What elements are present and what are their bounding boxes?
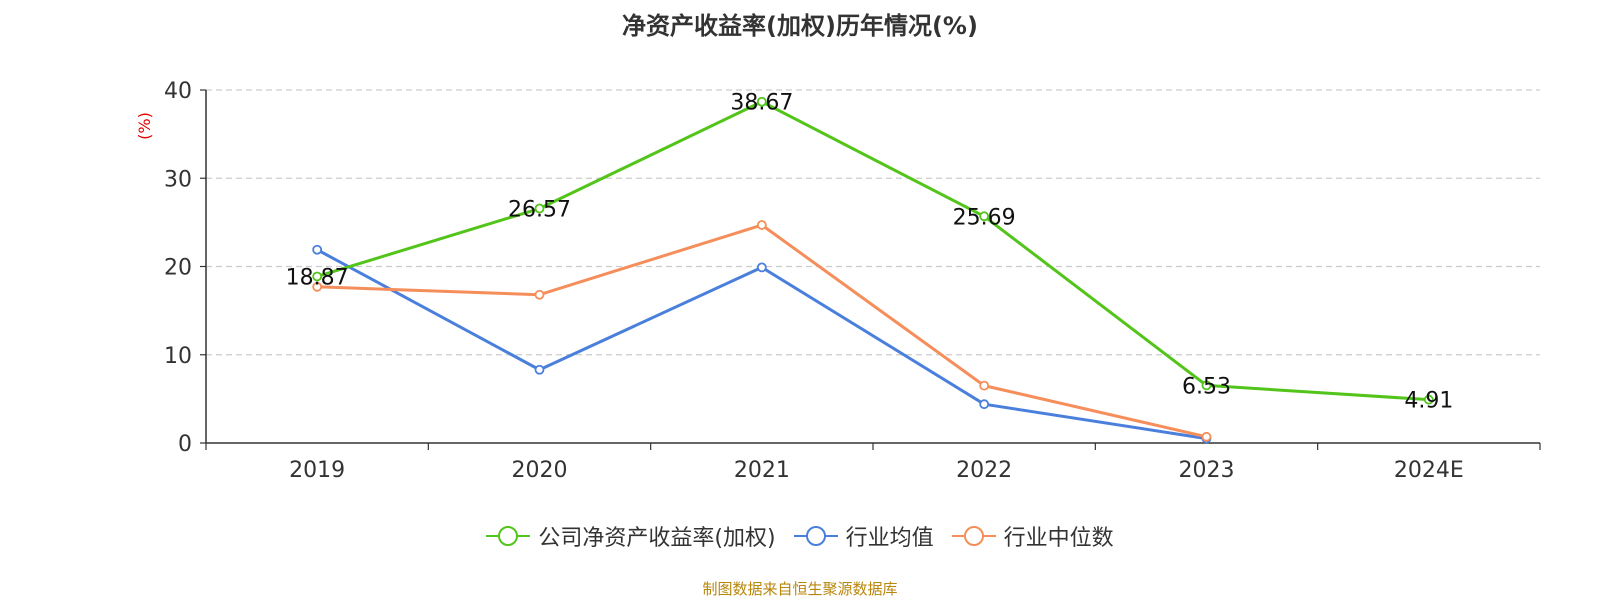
data-point: [756, 96, 767, 107]
data-label: 18.87: [286, 265, 349, 290]
legend: 公司净资产收益率(加权) 行业均值 行业中位数: [0, 520, 1600, 552]
legend-marker-icon: [486, 526, 531, 546]
x-tick-label: 2022: [956, 458, 1012, 483]
data-label: 26.57: [508, 198, 571, 223]
legend-label: 行业均值: [845, 526, 934, 551]
legend-marker-icon: [793, 526, 838, 546]
x-tick-label: 2020: [512, 458, 568, 483]
data-source-note: 制图数据来自恒生聚源数据库: [702, 580, 898, 598]
x-tick-label: 2021: [734, 458, 790, 483]
y-tick-label: 30: [164, 167, 192, 192]
series-line: [316, 100, 1429, 402]
data-point: [1201, 380, 1212, 391]
legend-item-industry-median[interactable]: 行业中位数: [951, 520, 1114, 552]
data-point: [312, 244, 323, 255]
series-line: [316, 248, 1207, 441]
legend-item-industry-mean[interactable]: 行业均值: [793, 520, 934, 552]
data-point: [312, 271, 323, 282]
legend-item-company-roe[interactable]: 公司净资产收益率(加权): [486, 520, 776, 552]
x-tick-label: 2024E: [1394, 458, 1464, 483]
data-label: 25.69: [953, 205, 1016, 230]
x-tick-label: 2023: [1179, 458, 1235, 483]
y-tick-label: 20: [164, 256, 192, 281]
data-label: 38.67: [730, 91, 793, 116]
y-axis-label: (%): [135, 112, 154, 140]
legend-label: 行业中位数: [1003, 526, 1114, 551]
y-tick-label: 0: [178, 432, 192, 457]
data-point: [534, 364, 545, 375]
data-point: [312, 281, 323, 292]
y-tick-label: 10: [164, 344, 192, 369]
data-point: [1201, 431, 1212, 442]
legend-marker-icon: [951, 526, 996, 546]
series-line: [317, 223, 1207, 439]
data-point: [979, 380, 990, 391]
data-point: [756, 262, 767, 273]
data-point: [534, 203, 545, 214]
y-tick-label: 40: [164, 79, 192, 104]
data-point: [979, 211, 990, 222]
data-label: 6.53: [1182, 374, 1231, 399]
data-label: 4.91: [1404, 389, 1453, 414]
data-point: [534, 289, 545, 300]
data-point: [756, 220, 767, 230]
chart-title: 净资产收益率(加权)历年情况(%): [622, 12, 978, 40]
data-point: [1423, 394, 1434, 405]
legend-label: 公司净资产收益率(加权): [538, 526, 776, 551]
x-tick-label: 2019: [289, 458, 345, 483]
data-point: [979, 399, 990, 410]
